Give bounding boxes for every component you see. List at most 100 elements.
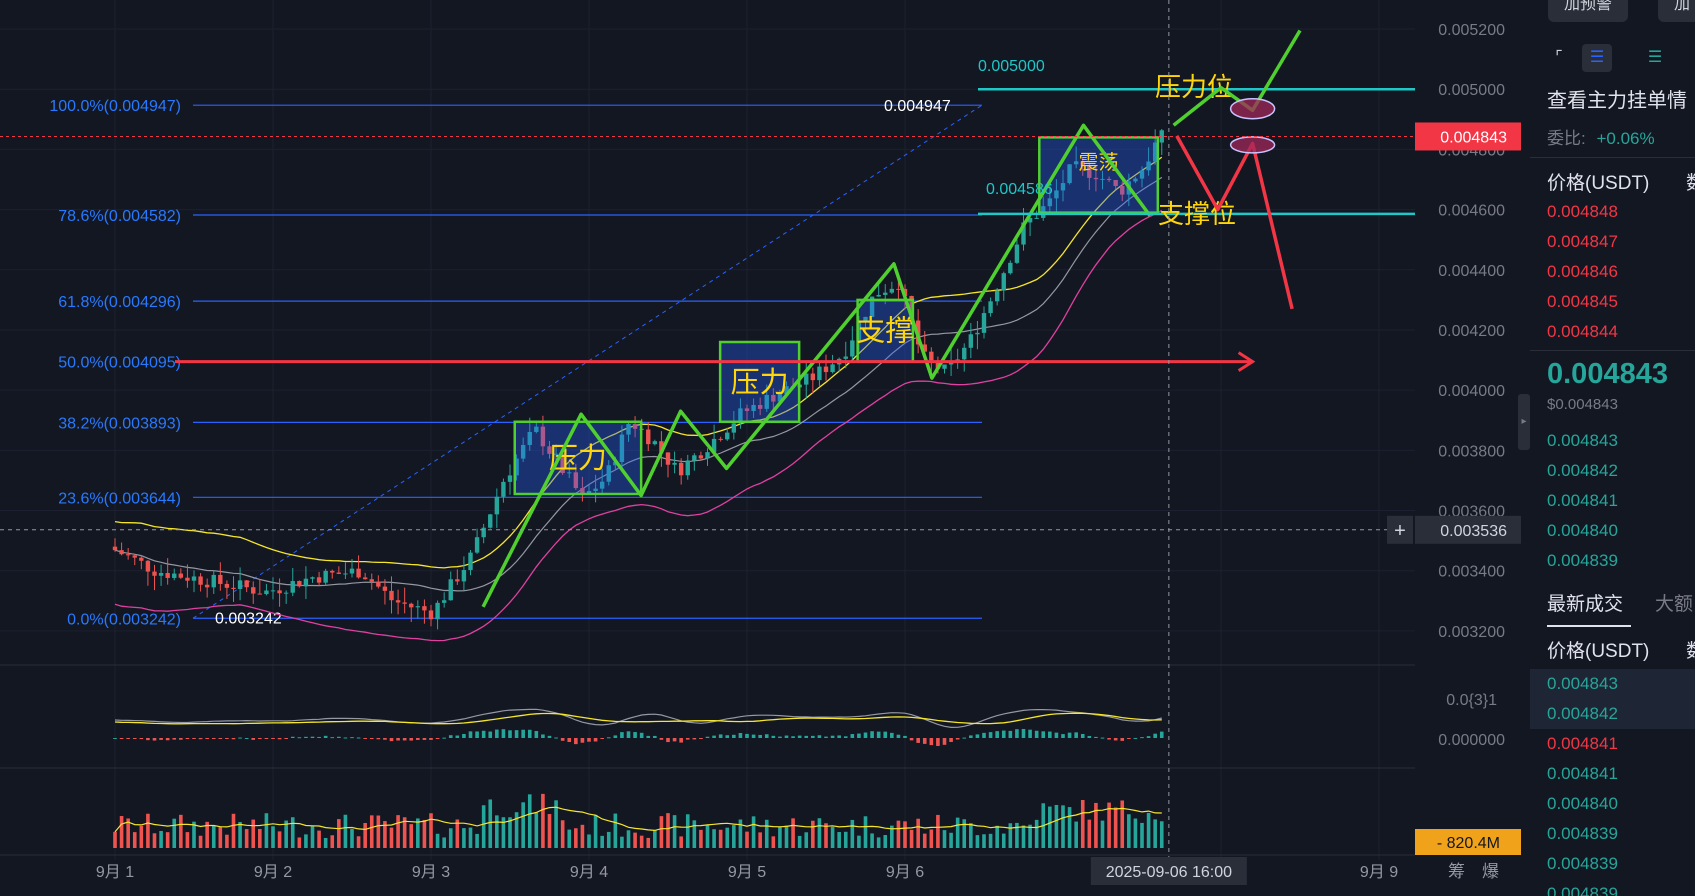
volume-bar	[132, 832, 137, 848]
candle-body	[290, 581, 295, 593]
volume-bar	[238, 821, 242, 848]
volume-bar	[1120, 800, 1125, 848]
volume-bar	[554, 800, 558, 848]
macd-bar	[317, 736, 321, 738]
volume-bar	[613, 813, 618, 848]
volume-bar	[429, 813, 433, 848]
macd-bar	[119, 738, 124, 739]
candle-body	[139, 557, 144, 561]
macd-bar	[468, 731, 473, 738]
volume-bar	[527, 794, 532, 848]
bid-row[interactable]: 0.004840	[1547, 521, 1618, 540]
volume-bar	[179, 814, 183, 848]
add-alert-button[interactable]: 加预警	[1548, 0, 1629, 22]
macd-bar	[442, 737, 446, 739]
macd-bar	[659, 738, 664, 740]
support-value-label: 0.004586	[986, 181, 1053, 198]
volume-bar	[185, 832, 190, 848]
y-tick-label: 0.004000	[1438, 383, 1505, 400]
ask-row[interactable]: 0.004848	[1547, 202, 1618, 221]
candle-body	[784, 386, 789, 395]
trade-row[interactable]: 0.004842	[1530, 699, 1695, 729]
layout-icon[interactable]: ⌜	[1555, 49, 1563, 66]
volume-bar	[231, 813, 236, 848]
bid-row[interactable]: 0.004841	[1547, 491, 1618, 510]
ask-row[interactable]: 0.004844	[1547, 322, 1618, 341]
macd-bar	[1054, 732, 1059, 738]
current-price-tag	[1415, 122, 1521, 151]
ask-row[interactable]: 0.004845	[1547, 292, 1618, 311]
bid-row[interactable]: 0.004839	[1547, 551, 1618, 570]
candle-body	[145, 560, 151, 572]
macd-bar	[514, 730, 519, 738]
macd-bar	[409, 738, 414, 741]
candle-body	[158, 572, 164, 576]
volume-bar	[560, 820, 565, 848]
fib-high-label: 0.004947	[884, 98, 951, 115]
macd-bar	[1120, 738, 1125, 741]
candle-body	[889, 288, 895, 293]
trade-row[interactable]: 0.004840	[1547, 794, 1618, 813]
volume-bar	[389, 827, 394, 848]
orderbook-title[interactable]: 查看主力挂单情	[1547, 90, 1687, 112]
x-tick-label: 9月 6	[886, 864, 924, 881]
ask-row[interactable]: 0.004847	[1547, 232, 1618, 251]
candle-body	[501, 481, 506, 497]
orderbook-both-icon[interactable]: ☰	[1582, 44, 1612, 72]
current-price-tag-text: 0.004843	[1440, 129, 1507, 146]
volume-bar	[1100, 820, 1105, 848]
trade-row[interactable]: 0.004839	[1547, 884, 1618, 896]
trade-row[interactable]: 0.004843	[1530, 669, 1695, 699]
macd-bar	[692, 738, 697, 740]
volume-bar	[146, 813, 150, 848]
macd-bar	[238, 737, 242, 739]
add-button[interactable]: 加	[1658, 0, 1695, 22]
volume-bar	[922, 833, 927, 848]
trade-row[interactable]: 0.004841	[1547, 764, 1618, 783]
candle-body	[573, 472, 579, 489]
trade-row[interactable]: 0.004839	[1547, 824, 1618, 843]
macd-bar	[1048, 731, 1052, 738]
macd-bar	[725, 735, 730, 738]
volume-bar	[824, 823, 828, 848]
macd-bar	[606, 737, 611, 739]
candle-body	[553, 453, 559, 455]
macd-bar	[462, 733, 466, 738]
volume-bar	[620, 836, 624, 848]
volume-bar	[244, 829, 249, 848]
bid-row[interactable]: 0.004843	[1547, 431, 1618, 450]
orderbook-bids-icon[interactable]: ☰	[1647, 49, 1663, 66]
candle-body	[876, 294, 881, 297]
macd-bar	[198, 738, 203, 740]
tab-large-trades[interactable]: 大额	[1655, 594, 1694, 615]
macd-bar	[600, 738, 604, 739]
volume-bar	[949, 832, 953, 848]
macd-bar	[172, 738, 177, 740]
macd-bar	[350, 737, 354, 739]
crosshair-time-text: 2025-09-06 16:00	[1106, 864, 1232, 881]
trade-row[interactable]: 0.004839	[1547, 854, 1618, 873]
volume-bar	[1159, 821, 1164, 848]
volume-bar	[916, 818, 920, 848]
collapse-panel-handle[interactable]: ▸	[1518, 394, 1530, 450]
volume-bar	[1054, 804, 1059, 848]
ask-row[interactable]: 0.004846	[1547, 262, 1618, 281]
volume-bar	[672, 815, 677, 848]
volume-bar	[962, 819, 967, 848]
volume-bar	[988, 833, 993, 848]
candle-body	[303, 578, 309, 587]
volume-bar	[699, 829, 703, 848]
tab-latest-trades[interactable]: 最新成交	[1547, 594, 1624, 615]
candle-body	[725, 432, 730, 440]
price-chart[interactable]: 100.0%(0.004947) 78.6%(0.004582) 61.8%(0.0…	[0, 0, 1530, 896]
macd-bar	[251, 738, 256, 740]
macd-bar	[969, 735, 973, 738]
trade-row[interactable]: 0.004841	[1547, 734, 1618, 753]
bid-row[interactable]: 0.004842	[1547, 461, 1618, 480]
candle-body	[395, 600, 401, 603]
volume-bar	[659, 816, 664, 848]
macd-bar	[1140, 737, 1144, 739]
macd-bar	[705, 736, 710, 738]
